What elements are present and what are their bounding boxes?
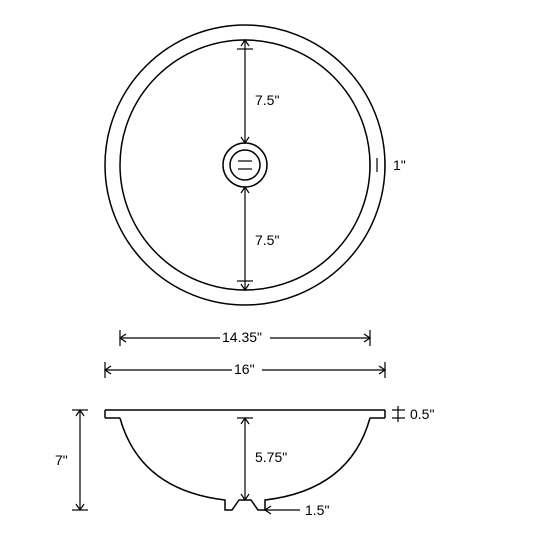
sink-dimension-diagram: 7.5" 7.5" 1" 14.35" 16": [0, 0, 550, 550]
label-upper-radius: 7.5": [255, 92, 279, 108]
width-dimensions: 14.35" 16": [105, 326, 385, 378]
drain-inner-circle: [230, 150, 260, 180]
side-view-group: 7" 0.5" 5.75" 1.5": [55, 406, 434, 518]
label-bowl-depth: 5.75": [255, 449, 287, 465]
label-lower-radius: 7.5": [255, 232, 279, 248]
label-rim-height: 0.5": [410, 406, 434, 422]
label-total-height: 7": [55, 452, 68, 468]
label-drain-width: 1.5": [305, 502, 329, 518]
top-view-group: 7.5" 7.5" 1": [105, 25, 406, 305]
label-rim-thickness: 1": [393, 157, 406, 173]
label-outer-width: 16": [234, 361, 255, 377]
label-inner-width: 14.35": [222, 329, 262, 345]
